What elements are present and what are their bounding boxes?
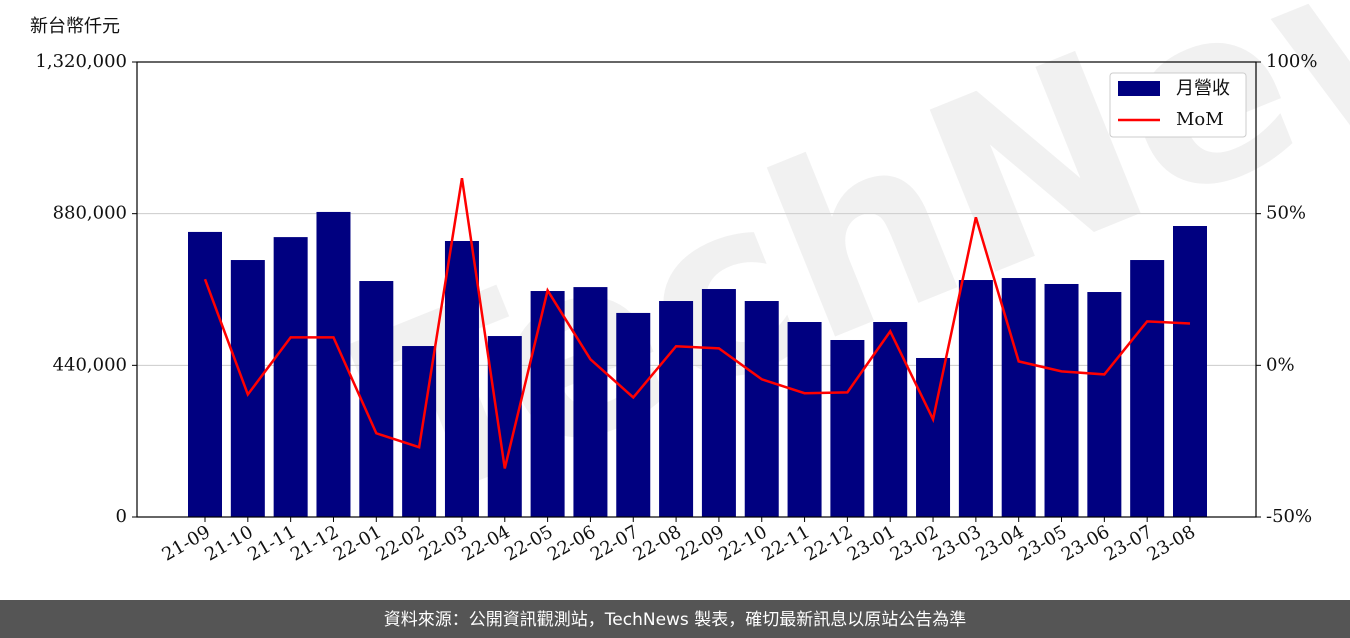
- y-tick-label: 0: [116, 506, 127, 527]
- x-tick-label: 21-10: [201, 521, 256, 565]
- y2-tick-label: -50%: [1266, 506, 1312, 527]
- y-tick-label: 440,000: [53, 354, 127, 375]
- bar: [444, 241, 479, 517]
- y2-tick-label: 50%: [1266, 203, 1306, 224]
- bar: [916, 357, 951, 517]
- bar: [958, 280, 993, 517]
- x-tick-label: 22-07: [587, 521, 642, 565]
- footer-band: [0, 600, 1350, 638]
- bar: [1087, 292, 1122, 517]
- bar: [1044, 283, 1079, 517]
- x-tick-label: 23-02: [887, 521, 942, 565]
- bar: [487, 336, 522, 517]
- x-tick-label: 22-02: [373, 521, 428, 565]
- x-tick-label: 23-04: [972, 521, 1027, 565]
- x-tick-label: 22-01: [330, 521, 385, 565]
- bar: [273, 237, 308, 517]
- bar: [573, 287, 608, 517]
- x-tick-label: 22-10: [715, 521, 770, 565]
- plot-frame: [136, 61, 1257, 518]
- x-tick-label: 22-08: [630, 521, 685, 565]
- bar: [830, 339, 865, 517]
- bar: [530, 291, 565, 517]
- y2-tick-label: 100%: [1266, 51, 1317, 72]
- footer: 資料來源：公開資訊觀測站，TechNews 製表，確切最新訊息以原站公告為準: [384, 610, 966, 630]
- y-tick-label: 880,000: [53, 203, 127, 224]
- x-tick-label: 23-06: [1058, 521, 1113, 565]
- x-tick-label: 21-11: [244, 521, 299, 565]
- x-tick-label: 23-07: [1101, 521, 1156, 565]
- bar: [188, 231, 222, 517]
- y-axis-title: 新台幣仟元: [30, 16, 120, 37]
- x-tick-label: 22-12: [801, 521, 856, 565]
- x-tick-label: 23-01: [844, 521, 899, 565]
- bar: [1173, 226, 1207, 517]
- legend-label: 月營收: [1176, 78, 1230, 99]
- y-tick-label: 1,320,000: [35, 51, 127, 72]
- bar: [1001, 278, 1036, 517]
- y2-tick-label: 0%: [1266, 354, 1295, 375]
- legend-label: MoM: [1176, 109, 1224, 130]
- bar: [230, 260, 265, 517]
- bar: [873, 322, 908, 517]
- bar: [359, 281, 394, 517]
- legend-swatch: [1118, 81, 1160, 96]
- bar: [1130, 260, 1165, 517]
- x-tick-label: 21-12: [287, 521, 342, 565]
- x-tick-label: 22-06: [544, 521, 599, 565]
- x-tick-label: 22-11: [758, 521, 813, 565]
- x-tick-label: 21-09: [159, 521, 214, 565]
- line: [203, 177, 1191, 469]
- x-tick-label: 22-09: [672, 521, 727, 565]
- bar: [787, 322, 822, 517]
- bar: [659, 301, 694, 517]
- bar: [744, 301, 779, 517]
- x-tick-label: 23-08: [1144, 521, 1199, 565]
- x-tick-label: 23-03: [929, 521, 984, 565]
- x-tick-label: 23-05: [1015, 521, 1070, 565]
- bar: [616, 312, 651, 517]
- bar: [701, 289, 736, 517]
